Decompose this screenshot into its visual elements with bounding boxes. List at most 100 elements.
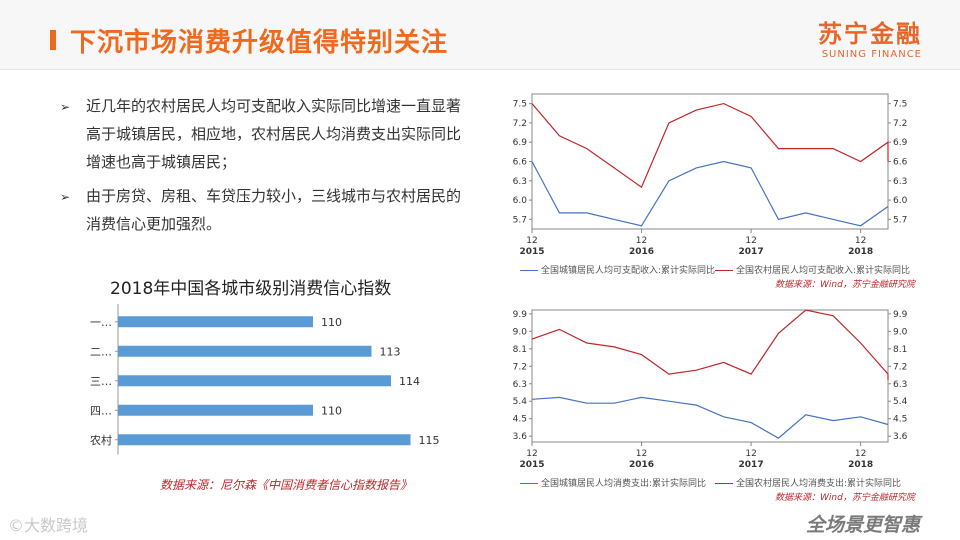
y-tick-label-right: 5.7	[893, 215, 907, 225]
page-title: 下沉市场消费升级值得特别关注	[70, 28, 449, 58]
x-tick-month: 12	[745, 236, 756, 246]
x-tick-month: 12	[636, 449, 647, 459]
y-tick-label: 7.2	[513, 119, 527, 129]
arrow-bullet-icon: ➢	[60, 100, 71, 114]
y-tick-label: 7.2	[513, 362, 527, 372]
title-bar: 下沉市场消费升级值得特别关注 苏宁金融 SUNING FINANCE	[0, 0, 960, 70]
x-tick-year: 2018	[848, 460, 873, 470]
y-tick-label-right: 9.9	[893, 310, 908, 320]
bar-category-label: 三…	[90, 375, 112, 388]
legend-rural-label: 全国农村居民人均可支配收入:累计实际同比	[736, 266, 911, 276]
y-tick-label: 8.1	[513, 345, 527, 355]
y-tick-label-right: 8.1	[893, 345, 907, 355]
y-tick-label-right: 4.5	[893, 415, 907, 425]
y-tick-label-right: 7.5	[893, 100, 907, 110]
watermark: ©大数跨境	[8, 516, 89, 535]
bar	[118, 375, 391, 387]
y-tick-label-right: 7.2	[893, 119, 907, 129]
y-tick-label: 5.4	[513, 397, 528, 407]
y-tick-label: 6.3	[513, 380, 527, 390]
bar-value-label: 110	[321, 404, 342, 417]
bar	[118, 345, 372, 357]
brand-logo: 苏宁金融 SUNING FINANCE	[818, 14, 922, 60]
bar-category-label: 四…	[90, 404, 112, 417]
bar-chart-title: 2018年中国各城市级别消费信心指数	[110, 279, 392, 299]
income-line-chart: 5.7 5.7 6.0 6.0 6.3 6.3 6.6 6.6 6.9 6.9 7.2 7.2 7.5 7…	[500, 88, 920, 290]
bar	[118, 434, 411, 446]
bar-category-label: 二…	[90, 345, 112, 358]
x-tick-month: 12	[526, 449, 537, 459]
income-chart-source: 数据来源：Wind，苏宁金融研究院	[775, 280, 915, 290]
legend-city: 全国城镇居民人均消费支出:累计实际同比	[520, 476, 706, 489]
y-tick-label: 3.6	[513, 432, 528, 442]
bar-value-label: 113	[380, 345, 401, 358]
x-tick-year: 2015	[519, 247, 544, 257]
consumption-chart-source: 数据来源：Wind，苏宁金融研究院	[775, 493, 915, 503]
x-tick-month: 12	[855, 449, 866, 459]
y-tick-label-right: 6.6	[893, 158, 908, 168]
footer-brand: 全场景更智惠	[805, 514, 920, 536]
y-tick-label: 6.0	[513, 196, 528, 206]
consumption-line-chart-svg: 3.6 3.6 4.5 4.5 5.4 5.4 6.3 6.3 7.2 7.2 8.1 8.1 9.0 9…	[513, 309, 908, 470]
y-tick-label-right: 5.4	[893, 397, 908, 407]
y-tick-label: 5.7	[513, 215, 527, 225]
x-tick-month: 12	[526, 236, 537, 246]
bar-category-label: 农村	[90, 433, 112, 447]
rural-series-line	[531, 309, 889, 380]
legend-rural-swatch	[715, 270, 733, 271]
y-tick-label: 9.0	[513, 327, 528, 337]
x-tick-year: 2016	[629, 460, 654, 470]
bar	[118, 316, 313, 328]
rural-series-line	[531, 102, 889, 189]
legend-rural: 全国农村居民人均可支配收入:累计实际同比	[715, 263, 910, 276]
legend-rural-swatch	[715, 483, 733, 484]
x-tick-month: 12	[855, 236, 866, 246]
bar-value-label: 110	[321, 316, 342, 329]
x-tick-year: 2018	[848, 247, 873, 257]
y-tick-label-right: 6.3	[893, 380, 907, 390]
legend-rural-label: 全国农村居民人均消费支出:累计实际同比	[736, 479, 902, 489]
y-tick-label-right: 6.3	[893, 177, 907, 187]
city-series-line	[531, 160, 889, 227]
y-tick-label: 9.9	[513, 310, 528, 320]
bar-category-label: 一…	[90, 316, 112, 329]
bullet-item: ➢ 由于房贷、房租、车贷压力较小，三线城市与农村居民的消费信心更加强烈。	[60, 182, 470, 238]
y-tick-label-right: 7.2	[893, 362, 907, 372]
consumption-line-chart: 3.6 3.6 4.5 4.5 5.4 5.4 6.3 6.3 7.2 7.2 8.1 8.1 9.0 9…	[500, 304, 920, 504]
bar-chart-source: 数据来源：尼尔森《中国消费者信心指数报告》	[160, 478, 413, 492]
bar-value-label: 114	[399, 375, 420, 388]
y-tick-label: 4.5	[513, 415, 527, 425]
logo-en-text: SUNING FINANCE	[821, 49, 922, 60]
x-tick-month: 12	[745, 449, 756, 459]
income-line-chart-svg: 5.7 5.7 6.0 6.0 6.3 6.3 6.6 6.6 6.9 6.9 7.2 7.2 7.5 7…	[513, 93, 908, 257]
legend-city-swatch	[520, 270, 538, 271]
bullet-text: 由于房贷、房租、车贷压力较小，三线城市与农村居民的消费信心更加强烈。	[86, 187, 462, 233]
y-tick-label-right: 6.9	[893, 138, 908, 148]
legend-city-label: 全国城镇居民人均消费支出:累计实际同比	[541, 479, 707, 489]
logo-cn-text: 苏宁金融	[818, 20, 922, 48]
bullet-list: ➢ 近几年的农村居民人均可支配收入实际同比增速一直显著高于城镇居民，相应地，农村…	[60, 92, 470, 244]
y-tick-label-right: 3.6	[893, 432, 908, 442]
y-tick-label-right: 6.0	[893, 196, 908, 206]
plot-frame	[531, 309, 889, 443]
bar-value-label: 115	[419, 434, 440, 447]
legend-city-label: 全国城镇居民人均可支配收入:累计实际同比	[541, 266, 716, 276]
x-tick-year: 2017	[739, 460, 764, 470]
x-tick-year: 2016	[629, 247, 654, 257]
bar-chart: 一… 110 二… 113 三… 114 四… 110 农村 115	[60, 300, 460, 460]
x-tick-year: 2015	[519, 460, 544, 470]
y-tick-label: 7.5	[513, 100, 527, 110]
bar-chart-svg: 一… 110 二… 113 三… 114 四… 110 农村 115	[90, 304, 440, 455]
legend-city: 全国城镇居民人均可支配收入:累计实际同比	[520, 263, 715, 276]
city-series-line	[531, 396, 889, 439]
bullet-text: 近几年的农村居民人均可支配收入实际同比增速一直显著高于城镇居民，相应地，农村居民…	[86, 97, 462, 171]
y-tick-label: 6.3	[513, 177, 527, 187]
bullet-item: ➢ 近几年的农村居民人均可支配收入实际同比增速一直显著高于城镇居民，相应地，农村…	[60, 92, 470, 176]
title-accent-mark	[50, 30, 56, 50]
legend-city-swatch	[520, 483, 538, 484]
y-tick-label: 6.6	[513, 158, 528, 168]
y-tick-label: 6.9	[513, 138, 528, 148]
x-tick-year: 2017	[739, 247, 764, 257]
arrow-bullet-icon: ➢	[60, 190, 71, 204]
bar	[118, 404, 313, 416]
